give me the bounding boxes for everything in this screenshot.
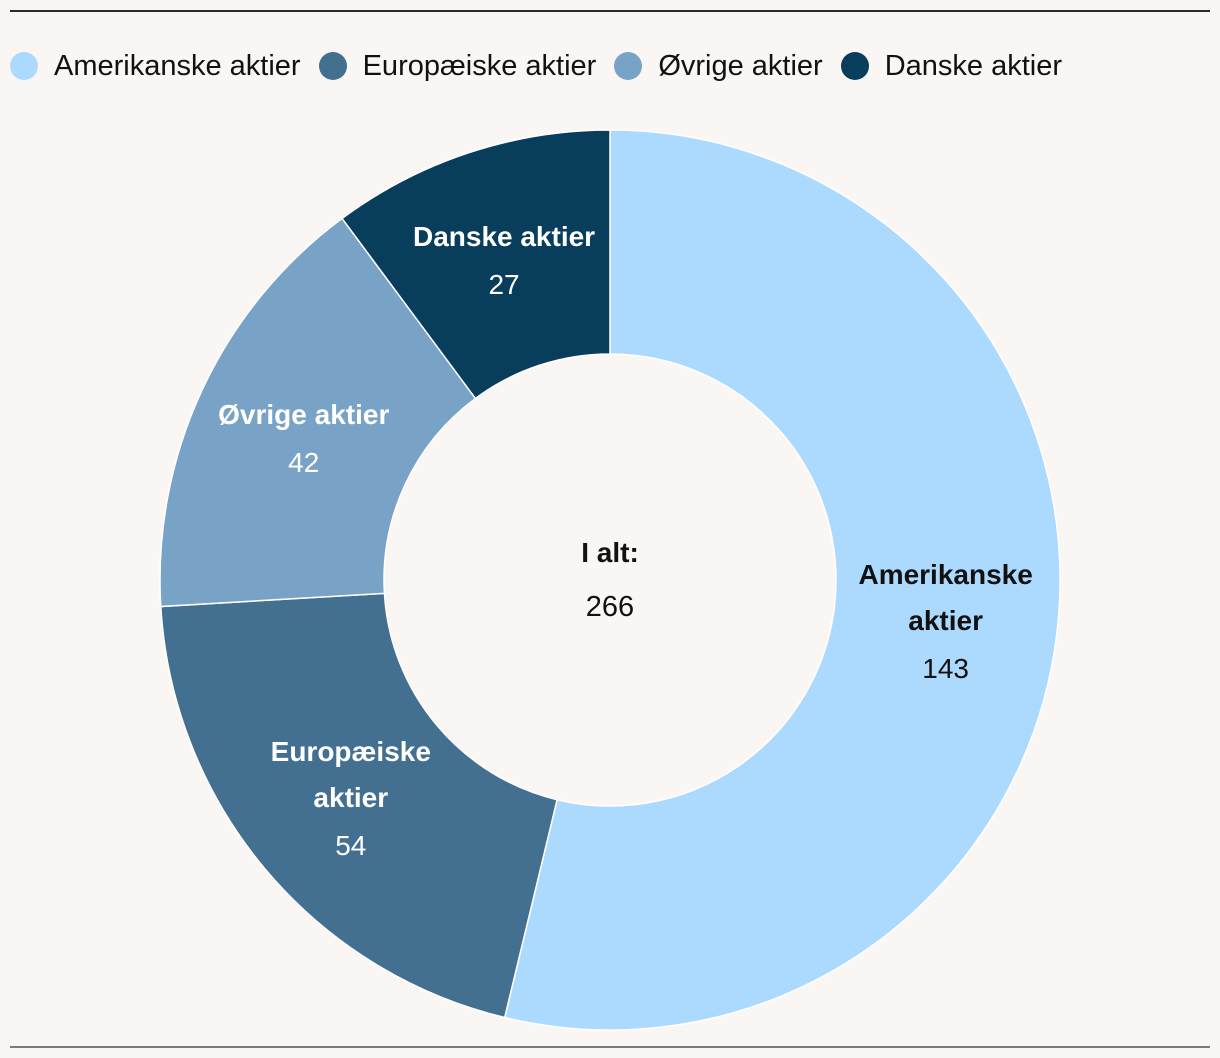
chart-legend: Amerikanske aktier Europæiske aktier Øvr… [10, 44, 1062, 88]
slice-europaeiske[interactable] [159, 592, 559, 1019]
legend-label: Danske aktier [884, 49, 1063, 82]
slice-oevrige[interactable] [159, 217, 477, 608]
legend-item-amerikanske[interactable]: Amerikanske aktier [10, 50, 301, 83]
bottom-rule [10, 1046, 1210, 1048]
slice-value-europaeiske: 54 [335, 830, 366, 861]
legend-swatch [840, 52, 869, 80]
legend-item-oevrige[interactable]: Øvrige aktier [614, 49, 823, 83]
legend-label: Amerikanske aktier [54, 49, 301, 82]
slice-label-amerikanske: aktier [908, 605, 983, 636]
donut-slice-labels: Amerikanske aktier 143 Europæiske aktier 54 Øv… [218, 221, 1033, 861]
slice-value-oevrige: 42 [288, 447, 319, 478]
center-total-label: I alt: [581, 537, 639, 568]
slice-label-europaeiske: Europæiske [271, 736, 431, 767]
slice-value-danske: 27 [488, 269, 519, 300]
legend-item-europaeiske[interactable]: Europæiske aktier [318, 49, 597, 83]
slice-label-europaeiske: aktier [313, 782, 388, 813]
slice-amerikanske[interactable] [503, 129, 1061, 1031]
legend-swatch [318, 52, 347, 80]
donut-slices [159, 129, 1061, 1031]
legend-label: Europæiske aktier [362, 49, 597, 82]
legend-swatch [614, 52, 643, 80]
top-rule [10, 10, 1210, 12]
legend-swatch [10, 52, 38, 80]
legend-item-danske[interactable]: Danske aktier [840, 49, 1063, 83]
slice-label-danske: Danske aktier [413, 221, 595, 252]
slice-danske[interactable] [341, 129, 611, 400]
slice-label-amerikanske: Amerikanske [858, 559, 1032, 590]
center-total-value: 266 [586, 591, 634, 623]
legend-label: Øvrige aktier [658, 49, 823, 82]
slice-label-oevrige: Øvrige aktier [218, 399, 389, 430]
slice-value-amerikanske: 143 [922, 653, 969, 684]
